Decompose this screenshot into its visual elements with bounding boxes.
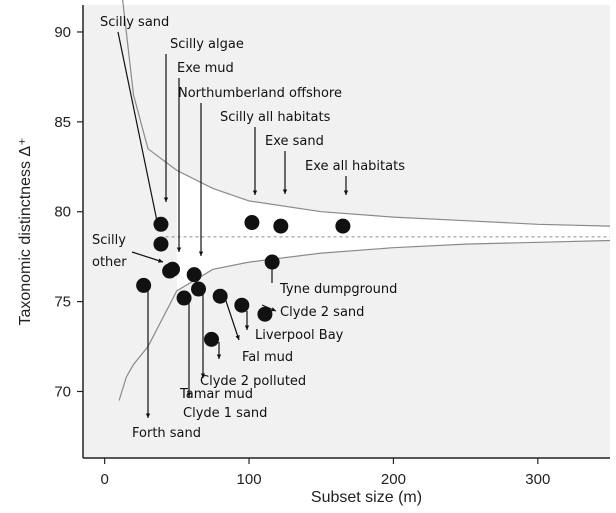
point-label: Scilly algae [170,37,244,52]
y-axis-label: Taxonomic distinctness Δ⁺ [17,137,34,325]
leader-arrowhead [235,335,240,340]
leader-arrowhead [198,251,204,256]
data-point [204,331,220,347]
lower-limit-curve [118,239,611,401]
point-label: Scilly [92,233,126,248]
data-point [257,306,273,322]
leader-arrowhead [176,247,182,252]
x-tick-label: 100 [237,471,262,488]
point-label: Scilly all habitats [220,110,331,125]
leader-arrowhead [271,307,276,312]
leader-line [131,251,164,263]
point-label: Tyne dumpground [279,282,397,297]
x-tick-label: 0 [100,471,108,488]
leader-arrowhead [158,258,163,263]
point-label: Exe mud [177,61,234,76]
y-tick-label: 85 [54,114,71,131]
point-label: Clyde 1 sand [183,406,267,421]
data-point [234,297,250,313]
leader-arrowhead [216,354,222,359]
data-point [335,218,351,234]
data-point [136,277,152,293]
upper-limit-curve [122,0,611,227]
data-point [264,254,280,270]
point-label: Northumberland offshore [178,86,342,101]
x-tick-label: 300 [525,471,550,488]
y-tick-label: 70 [54,383,71,400]
data-point [244,215,260,231]
data-point [176,290,192,306]
funnel-interior [176,170,611,291]
point-label: other [92,255,127,270]
point-label: Forth sand [132,426,201,441]
point-label: Tamar mud [179,387,253,402]
leader-arrowhead [282,189,288,194]
point-label: Exe all habitats [305,159,405,174]
leader-arrowhead [200,373,206,378]
leader-arrowhead [163,197,169,202]
x-axis-label: Subset size (m) [311,489,422,506]
point-label: Clyde 2 polluted [200,374,306,389]
data-point [153,216,169,232]
point-label: Clyde 2 sand [280,305,364,320]
point-label: Fal mud [242,350,293,365]
point-label: Exe sand [265,134,324,149]
y-tick-label: 90 [54,24,71,41]
data-point [165,261,181,277]
data-point [186,267,202,283]
y-tick-label: 80 [54,204,71,221]
data-point [212,288,228,304]
data-point [153,236,169,252]
leader-arrowhead [343,190,349,195]
y-tick-label: 75 [54,294,71,311]
leader-arrowhead [145,413,151,418]
data-point [273,218,289,234]
x-tick-label: 200 [381,471,406,488]
point-label: Scilly sand [100,15,169,30]
leader-arrowhead [244,325,250,330]
point-label: Liverpool Bay [255,328,344,343]
leader-arrowhead [252,190,258,195]
data-point [191,281,207,297]
leader-arrowhead [186,392,192,397]
leader-line [117,31,159,227]
